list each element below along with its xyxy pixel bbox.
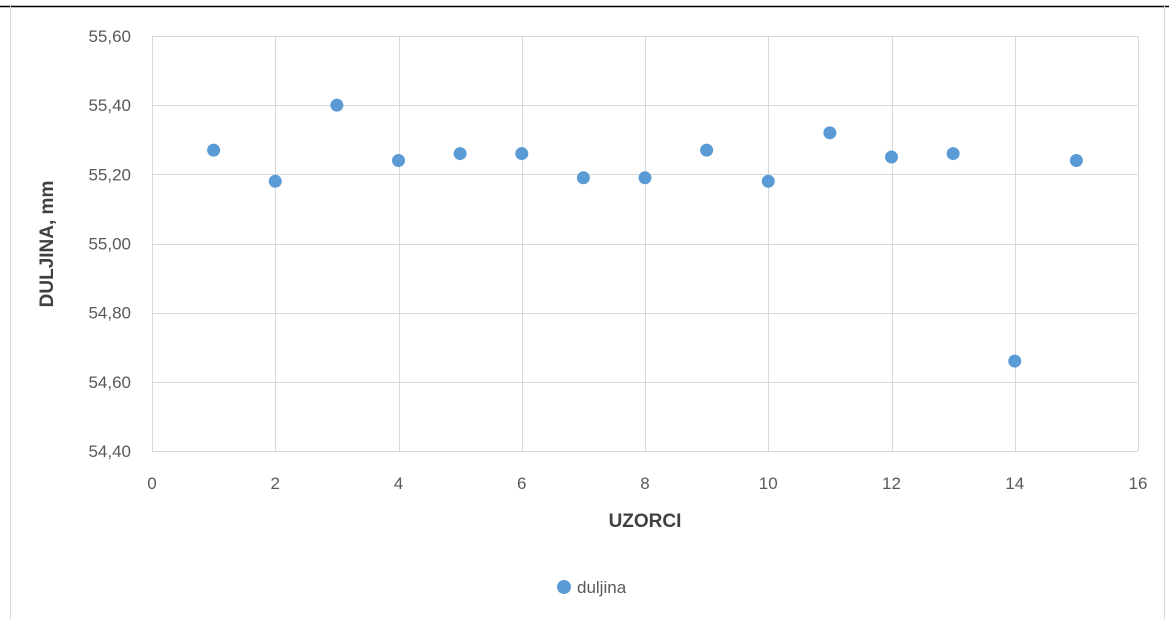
y-tick-label: 54,60	[88, 373, 131, 392]
data-point	[268, 174, 282, 188]
data-point	[392, 154, 405, 167]
x-tick-label: 6	[517, 474, 526, 493]
y-tick-label: 54,40	[88, 442, 131, 461]
data-point	[638, 171, 652, 185]
data-point	[453, 147, 467, 161]
x-tick-label: 16	[1129, 474, 1148, 493]
data-point	[946, 147, 960, 161]
tick-labels: 0 2 4 6 8 10 12 14 16 54,40 54,60 54,80 55,00 55,20 55…	[88, 27, 1147, 493]
x-tick-label: 10	[759, 474, 778, 493]
data-point	[1008, 354, 1022, 368]
x-tick-label: 8	[640, 474, 649, 493]
data-point	[700, 143, 714, 157]
y-tick-label: 55,20	[88, 165, 131, 184]
x-tick-label: 12	[882, 474, 901, 493]
legend-label: duljina	[577, 578, 627, 597]
x-tick-label: 2	[271, 474, 280, 493]
x-tick-label: 14	[1005, 474, 1024, 493]
data-point	[330, 98, 344, 112]
gridlines	[152, 36, 1139, 452]
data-point	[1069, 154, 1083, 167]
x-tick-label: 4	[394, 474, 403, 493]
x-axis-title: UZORCI	[609, 511, 682, 532]
data-point	[576, 171, 590, 185]
data-points	[207, 98, 1083, 368]
data-point	[207, 143, 221, 157]
data-point	[885, 150, 898, 164]
y-axis-title: DULJINA, mm	[37, 181, 58, 308]
legend: duljina	[557, 578, 627, 597]
y-tick-label: 55,00	[88, 235, 131, 254]
data-point	[823, 126, 837, 140]
y-tick-label: 55,60	[88, 27, 131, 46]
data-point	[515, 147, 529, 161]
y-tick-label: 54,80	[88, 304, 131, 323]
legend-marker	[557, 580, 571, 594]
y-tick-label: 55,40	[88, 96, 131, 115]
data-point	[761, 174, 775, 188]
x-tick-label: 0	[147, 474, 156, 493]
